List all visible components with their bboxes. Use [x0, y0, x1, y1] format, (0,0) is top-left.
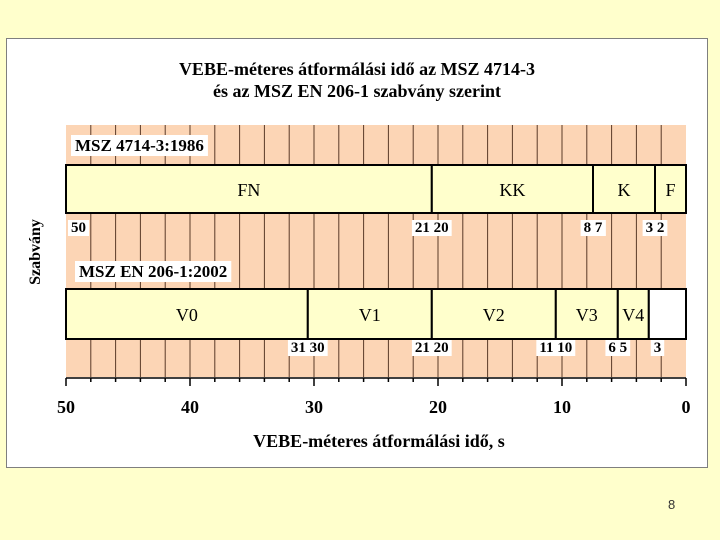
class-block	[65, 288, 309, 340]
standard-name: MSZ 4714-3:1986	[75, 136, 204, 155]
class-block	[306, 288, 433, 340]
x-tick-label: 50	[57, 397, 75, 417]
standard-name: MSZ EN 206-1:2002	[79, 262, 227, 281]
boundary-label-bg	[605, 340, 631, 356]
x-tick-label: 10	[553, 397, 571, 417]
boundary-label: 31 30	[291, 340, 325, 356]
class-block	[647, 288, 687, 340]
x-axis-title: VEBE-méteres átformálási idő, s	[253, 431, 505, 451]
standard-name-bg	[71, 135, 208, 156]
page-number: 8	[668, 497, 676, 512]
boundary-label: 6 5	[608, 340, 627, 356]
y-axis-title: Szabvány	[27, 219, 44, 285]
boundary-label-bg	[536, 340, 576, 356]
boundary-label: 21 20	[415, 340, 449, 356]
boundary-label-bg	[642, 220, 668, 236]
x-tick-label: 40	[181, 397, 199, 417]
class-label: KK	[499, 180, 525, 200]
chart-title: VEBE-méteres átformálási idő az MSZ 4714…	[179, 59, 535, 79]
class-block	[430, 288, 557, 340]
boundary-label: 50	[71, 220, 86, 236]
boundary-label-bg	[580, 220, 606, 236]
class-label: V1	[359, 305, 381, 325]
class-block	[616, 288, 650, 340]
class-label: V2	[483, 305, 505, 325]
class-block	[592, 164, 656, 214]
x-tick-label: 20	[429, 397, 447, 417]
x-tick-label: 0	[682, 397, 691, 417]
x-axis: 50 40 30 20 10 0	[57, 377, 691, 417]
class-label: V4	[622, 305, 644, 325]
class-block	[554, 288, 619, 340]
boundary-label: 3	[654, 340, 662, 356]
boundary-label: 3 2	[646, 220, 665, 236]
boundary-label: 21 20	[415, 220, 449, 236]
class-block	[654, 164, 687, 214]
boundary-label-bg	[411, 220, 452, 236]
boundary-label-bg	[68, 220, 89, 236]
boundary-label: 8 7	[584, 220, 603, 236]
standard-name-bg	[75, 261, 232, 282]
boundary-label-bg	[287, 340, 328, 356]
chart-subtitle: és az MSZ EN 206-1 szabvány szerint	[213, 81, 501, 101]
x-tick-label: 30	[305, 397, 323, 417]
boundary-label: 11 10	[539, 340, 572, 356]
class-label: FN	[237, 180, 260, 200]
class-label: K	[618, 180, 631, 200]
class-label: F	[665, 180, 675, 200]
class-label: V0	[176, 305, 198, 325]
boundary-label-bg	[411, 340, 452, 356]
class-label: V3	[576, 305, 598, 325]
boundary-label-bg	[650, 340, 665, 356]
standard-2: V0 V1 V2 V3 V4 MSZ EN 206-1:2002 31 30 21 20 11 …	[65, 261, 687, 356]
